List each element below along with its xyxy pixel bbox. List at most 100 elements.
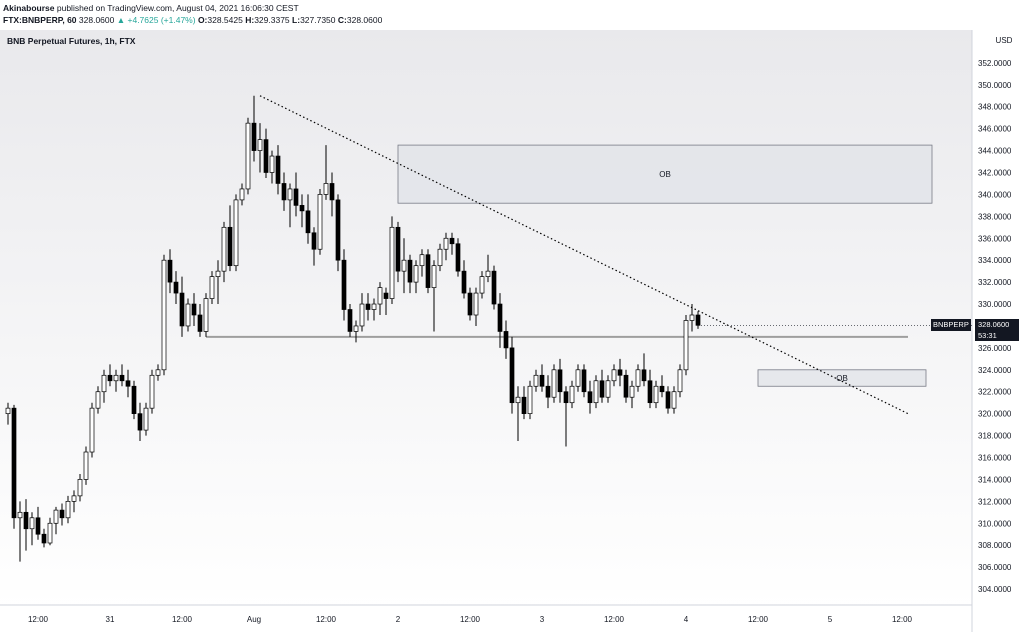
candle-body xyxy=(191,303,197,316)
candle-body xyxy=(599,380,605,398)
y-tick-label: 330.0000 xyxy=(978,300,1012,309)
candle-body xyxy=(425,254,431,288)
x-tick-label: 4 xyxy=(684,615,689,624)
candle-body xyxy=(143,407,149,431)
change-value: ▲ +4.7625 (+1.47%) xyxy=(116,15,196,25)
candle-body xyxy=(695,314,701,326)
candle-body xyxy=(275,155,281,184)
candle-body xyxy=(101,374,107,393)
last-price-tag-value: 328.0600 xyxy=(978,320,1010,330)
candle-body xyxy=(383,292,389,299)
close-value: 328.0600 xyxy=(346,15,383,25)
y-tick-label: 314.0000 xyxy=(978,475,1012,484)
y-tick-label: 342.0000 xyxy=(978,169,1012,178)
candle-body xyxy=(659,385,665,393)
candle-body xyxy=(617,369,623,376)
candle-body xyxy=(563,391,569,404)
candle-body xyxy=(473,292,479,316)
ohlc-line: FTX:BNBPERP, 60 328.0600 ▲ +4.7625 (+1.4… xyxy=(3,14,1021,26)
candle-body xyxy=(107,374,113,382)
candle-body xyxy=(605,380,611,398)
candle-body xyxy=(293,188,299,206)
chart-header: Akinabourse published on TradingView.com… xyxy=(0,0,1024,30)
candle-body xyxy=(41,533,47,544)
candle-body xyxy=(575,369,581,387)
candle-body xyxy=(467,292,473,316)
candle-body xyxy=(521,396,527,415)
candle-body xyxy=(71,495,77,502)
x-tick-label: 3 xyxy=(540,615,545,624)
x-tick-label: 5 xyxy=(828,615,833,624)
y-tick-label: 320.0000 xyxy=(978,410,1012,419)
candle-body xyxy=(455,243,461,272)
candle-body xyxy=(299,205,305,212)
candle-body xyxy=(269,155,275,173)
y-tick-label: 344.0000 xyxy=(978,147,1012,156)
candle-body xyxy=(311,232,317,250)
last-price: 328.0600 xyxy=(78,15,115,25)
candle-body xyxy=(341,259,347,310)
y-tick-label: 348.0000 xyxy=(978,103,1012,112)
candle-body xyxy=(161,259,167,371)
candle-body xyxy=(587,391,593,404)
candle-body xyxy=(317,194,323,250)
candle-body xyxy=(479,276,485,294)
candle-body xyxy=(281,183,287,201)
candle-body xyxy=(119,374,125,382)
y-tick-label: 304.0000 xyxy=(978,585,1012,594)
candle-body xyxy=(11,407,17,519)
candle-body xyxy=(287,188,293,201)
candle-body xyxy=(551,369,557,398)
author-name[interactable]: Akinabourse xyxy=(3,3,55,13)
candle-body xyxy=(683,320,689,371)
order-block-zone xyxy=(397,144,933,204)
x-tick-label: 2 xyxy=(396,615,401,624)
candle-body xyxy=(83,451,89,480)
y-tick-label: 324.0000 xyxy=(978,366,1012,375)
candle-body xyxy=(65,500,71,519)
open-value: 328.5425 xyxy=(207,15,243,25)
candle-body xyxy=(485,270,491,277)
order-block-label: OB xyxy=(659,170,671,179)
candle-body xyxy=(437,248,443,267)
candle-body xyxy=(233,199,239,267)
y-tick-label: 326.0000 xyxy=(978,344,1012,353)
candle-body xyxy=(665,391,671,409)
low-label: L: xyxy=(292,15,301,25)
x-tick-label: 31 xyxy=(106,615,115,624)
candle-body xyxy=(407,259,413,283)
publish-line: Akinabourse published on TradingView.com… xyxy=(3,2,1021,14)
candle-body xyxy=(545,385,551,398)
bar-countdown: 53:31 xyxy=(978,331,997,341)
candle-body xyxy=(653,385,659,404)
last-price-tag: 328.0600 53:31 xyxy=(975,319,1019,342)
candle-body xyxy=(593,380,599,404)
candle-body xyxy=(155,369,161,376)
candle-body xyxy=(641,369,647,382)
candle-body xyxy=(419,254,425,267)
symbol-price-tag: BNBPERP xyxy=(931,319,971,332)
y-tick-label: 310.0000 xyxy=(978,519,1012,528)
candle-body xyxy=(449,237,455,245)
y-tick-label: 352.0000 xyxy=(978,59,1012,68)
candle-body xyxy=(221,226,227,272)
y-tick-label: 338.0000 xyxy=(978,212,1012,221)
candle-body xyxy=(29,517,35,530)
candle-body xyxy=(635,369,641,387)
candle-body xyxy=(461,270,467,294)
candle-body xyxy=(17,511,23,519)
candle-body xyxy=(179,292,185,327)
candle-body xyxy=(173,281,179,294)
x-tick-label: 12:00 xyxy=(172,615,193,624)
y-tick-label: 308.0000 xyxy=(978,541,1012,550)
candle-body xyxy=(131,385,137,415)
candle-body xyxy=(359,303,365,327)
candle-body xyxy=(557,369,563,393)
candle-body xyxy=(533,374,539,387)
candle-body xyxy=(611,369,617,382)
candle-body xyxy=(215,270,221,277)
order-block-label: OB xyxy=(836,374,848,383)
candle-body xyxy=(401,259,407,272)
candle-body xyxy=(347,309,353,332)
